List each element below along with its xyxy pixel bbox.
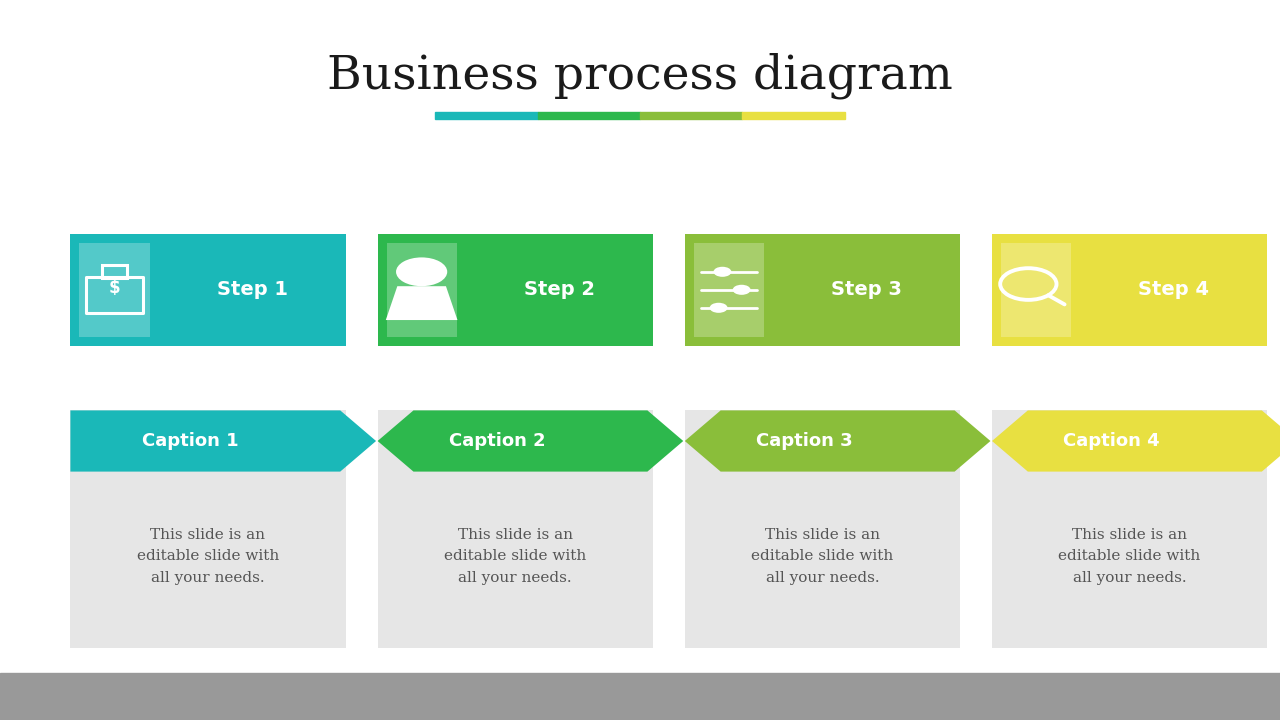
- Polygon shape: [685, 410, 991, 472]
- Polygon shape: [70, 410, 376, 472]
- Text: Caption 3: Caption 3: [756, 432, 852, 450]
- Polygon shape: [992, 410, 1280, 472]
- Text: Caption 1: Caption 1: [142, 432, 238, 450]
- Bar: [435, 112, 538, 119]
- Bar: [86, 276, 142, 312]
- Bar: [685, 234, 960, 346]
- Bar: [387, 243, 457, 337]
- Bar: [742, 112, 845, 119]
- Polygon shape: [378, 410, 684, 472]
- Text: Step 4: Step 4: [1138, 280, 1210, 300]
- Circle shape: [396, 257, 447, 286]
- Bar: [101, 265, 127, 278]
- Bar: [378, 234, 653, 346]
- Circle shape: [713, 266, 731, 276]
- Bar: [79, 243, 150, 337]
- Circle shape: [709, 302, 727, 312]
- Bar: [538, 112, 640, 119]
- Bar: [694, 243, 764, 337]
- Text: Step 2: Step 2: [524, 280, 595, 300]
- Text: This slide is an
editable slide with
all your needs.: This slide is an editable slide with all…: [444, 528, 586, 585]
- Bar: [992, 410, 1267, 648]
- Text: $: $: [109, 279, 120, 297]
- Text: Caption 2: Caption 2: [449, 432, 545, 450]
- Polygon shape: [385, 286, 457, 320]
- Circle shape: [732, 284, 750, 295]
- Bar: [992, 234, 1267, 346]
- Bar: [70, 234, 346, 346]
- Text: Step 1: Step 1: [216, 280, 288, 300]
- Bar: [1001, 243, 1071, 337]
- Bar: [685, 410, 960, 648]
- Text: This slide is an
editable slide with
all your needs.: This slide is an editable slide with all…: [137, 528, 279, 585]
- Text: This slide is an
editable slide with
all your needs.: This slide is an editable slide with all…: [751, 528, 893, 585]
- Text: This slide is an
editable slide with
all your needs.: This slide is an editable slide with all…: [1059, 528, 1201, 585]
- Text: Step 3: Step 3: [831, 280, 902, 300]
- Text: Business process diagram: Business process diagram: [328, 53, 952, 99]
- Bar: [70, 410, 346, 648]
- Bar: [378, 410, 653, 648]
- Bar: [0, 673, 1280, 720]
- Text: Caption 4: Caption 4: [1064, 432, 1160, 450]
- Bar: [640, 112, 742, 119]
